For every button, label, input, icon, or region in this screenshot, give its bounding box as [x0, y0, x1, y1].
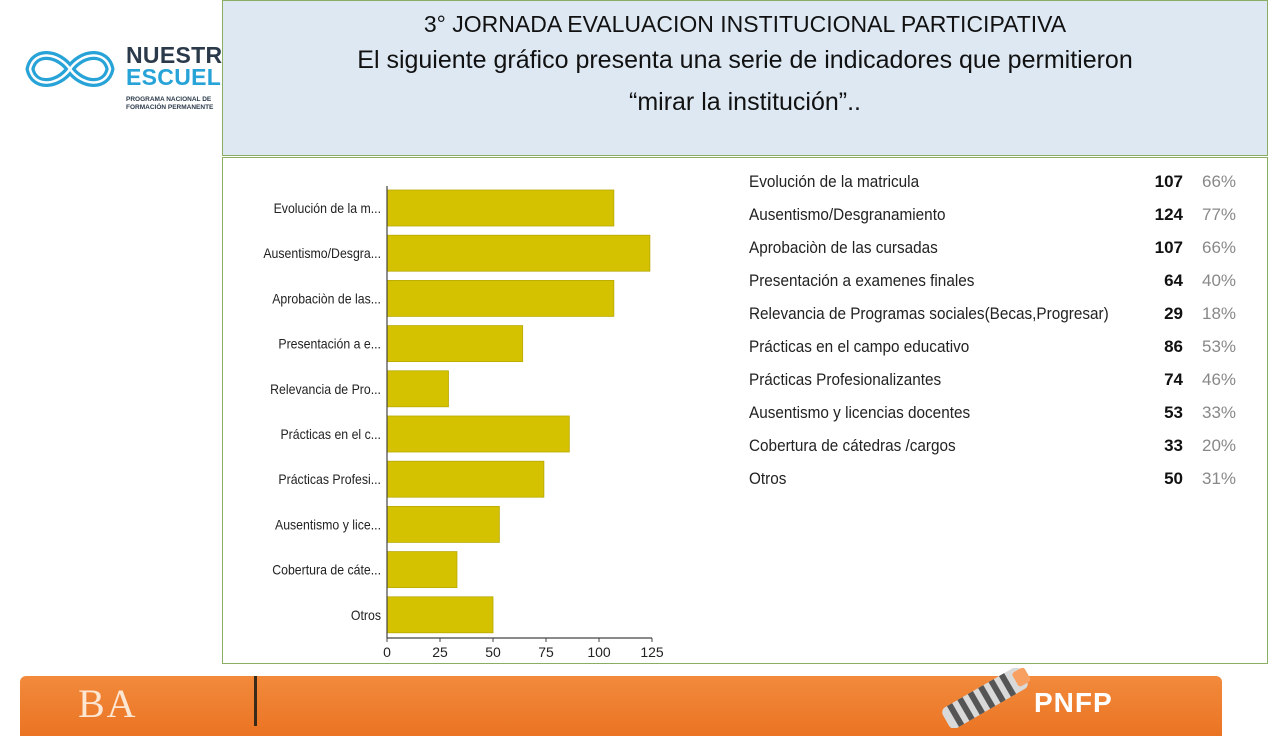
row-label: Cobertura de cátedras /cargos	[749, 436, 956, 455]
bar-1	[386, 234, 651, 272]
nuestra-escuela-logo: NUESTRA ESCUELA PROGRAMA NACIONAL DE FOR…	[18, 40, 239, 130]
bar-2	[386, 280, 615, 317]
table-row: Ausentismo/Desgranamiento 124 77%	[749, 203, 1249, 236]
row-label: Relevancia de Programas sociales(Becas,P…	[749, 304, 1109, 323]
row-count: 53	[1164, 403, 1183, 422]
row-percent: 31%	[1202, 469, 1237, 488]
logo-word-nuestra: NUESTRA	[126, 42, 240, 68]
x-tick-label-1: 25	[432, 644, 448, 660]
row-count: 64	[1164, 271, 1183, 290]
category-label-2: Aprobaciòn de las...	[272, 291, 381, 307]
category-label-8: Cobertura de cáte...	[272, 562, 381, 578]
bar-5	[386, 415, 570, 453]
table-row: Prácticas en el campo educativo 86 53%	[749, 335, 1249, 368]
row-count: 33	[1164, 436, 1183, 455]
logo-subtitle-2: FORMACIÓN PERMANENTE	[126, 104, 214, 111]
row-percent: 33%	[1202, 403, 1237, 422]
row-percent: 53%	[1202, 337, 1237, 356]
row-label: Presentación a examenes finales	[749, 271, 975, 290]
bar-8	[386, 551, 458, 589]
row-label: Prácticas en el campo educativo	[749, 337, 970, 356]
header-title: 3° JORNADA EVALUACION INSTITUCIONAL PART…	[423, 11, 1067, 37]
table-row: Ausentismo y licencias docentes 53 33%	[749, 401, 1249, 434]
row-label: Aprobaciòn de las cursadas	[749, 238, 938, 257]
infinity-logo-icon	[25, 51, 115, 87]
x-tick-label-4: 100	[587, 644, 611, 660]
header-subtitle-line2: “mirar la institución”..	[629, 88, 861, 116]
category-label-4: Relevancia de Pro...	[270, 381, 381, 397]
category-label-3: Presentación a e...	[278, 336, 381, 352]
table-row: Evolución de la matricula 107 66%	[749, 170, 1249, 203]
table-row: Prácticas Profesionalizantes 74 46%	[749, 368, 1249, 401]
banner-ba-text: BA	[78, 681, 138, 726]
bar-4	[386, 370, 449, 408]
row-label: Ausentismo y licencias docentes	[749, 403, 971, 422]
chart-panel: Evolución de la m... Ausentismo/Desgra...…	[222, 157, 1268, 664]
bar-7	[386, 505, 500, 543]
row-count: 107	[1154, 238, 1183, 257]
bar-chart: Evolución de la m... Ausentismo/Desgra...…	[263, 186, 664, 660]
bar-6	[386, 460, 545, 498]
table-row: Cobertura de cátedras /cargos 33 20%	[749, 434, 1249, 467]
striped-cable-icon	[942, 668, 1031, 728]
row-percent: 66%	[1202, 172, 1237, 191]
logo-subtitle-1: PROGRAMA NACIONAL DE	[126, 96, 212, 103]
row-label: Prácticas Profesionalizantes	[749, 370, 942, 389]
bar-9	[386, 596, 494, 634]
bar-3	[386, 325, 524, 363]
row-count: 74	[1164, 370, 1183, 389]
row-label: Ausentismo/Desgranamiento	[749, 205, 946, 224]
row-percent: 40%	[1202, 271, 1237, 290]
row-percent: 20%	[1202, 436, 1237, 455]
row-count: 86	[1164, 337, 1183, 356]
category-label-0: Evolución de la m...	[274, 200, 381, 216]
category-label-5: Prácticas en el c...	[280, 426, 381, 442]
table-row: Relevancia de Programas sociales(Becas,P…	[749, 302, 1249, 335]
row-count: 50	[1164, 469, 1183, 488]
row-count: 29	[1164, 304, 1183, 323]
banner-pnfp-text: PNFP	[1034, 687, 1113, 718]
header-box: 3° JORNADA EVALUACION INSTITUCIONAL PART…	[222, 0, 1268, 156]
row-count: 107	[1154, 172, 1183, 191]
x-tick-label-5: 125	[640, 644, 664, 660]
x-tick-label-0: 0	[383, 644, 391, 660]
table-row: Presentación a examenes finales 64 40%	[749, 269, 1249, 302]
results-table: Evolución de la matricula 107 66% Ausentism…	[749, 170, 1249, 500]
logo-word-escuela: ESCUELA	[126, 64, 239, 90]
row-percent: 66%	[1202, 238, 1237, 257]
table-row: Aprobaciòn de las cursadas 107 66%	[749, 236, 1249, 269]
row-label: Evolución de la matricula	[749, 172, 920, 191]
category-label-9: Otros	[351, 607, 381, 623]
row-percent: 77%	[1202, 205, 1237, 224]
table-row: Otros 50 31%	[749, 467, 1249, 500]
bar-0	[386, 189, 615, 227]
category-label-6: Prácticas Profesi...	[278, 471, 381, 487]
category-label-1: Ausentismo/Desgra...	[263, 245, 381, 261]
header-subtitle-line1: El siguiente gráfico presenta una serie …	[357, 46, 1133, 74]
banner-divider	[254, 676, 257, 726]
category-label-7: Ausentismo y lice...	[275, 517, 381, 533]
x-tick-label-2: 50	[485, 644, 501, 660]
row-label: Otros	[749, 469, 787, 488]
row-percent: 46%	[1202, 370, 1237, 389]
x-tick-label-3: 75	[538, 644, 554, 660]
row-count: 124	[1154, 205, 1183, 224]
row-percent: 18%	[1202, 304, 1237, 323]
